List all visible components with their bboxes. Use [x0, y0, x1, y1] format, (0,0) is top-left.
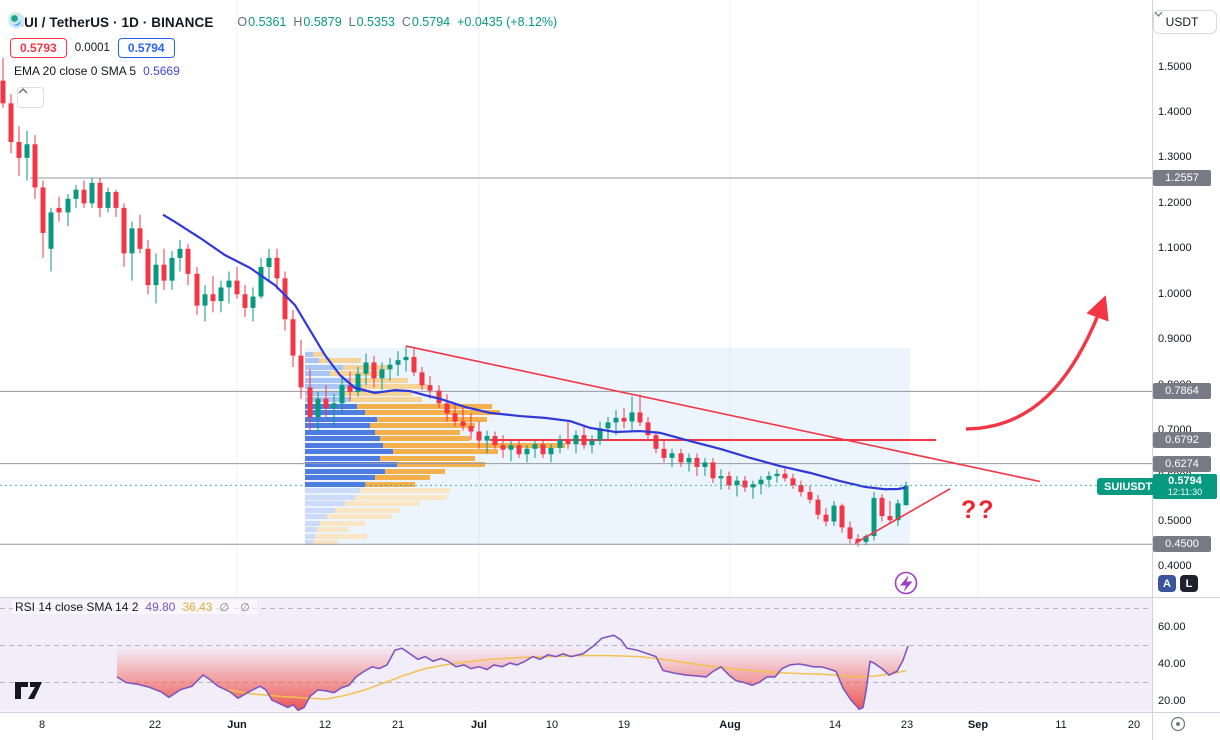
price-line-label: 0.7864 — [1153, 383, 1211, 400]
ema-legend[interactable]: EMA 20 close 0 SMA 5 0.5669 — [14, 64, 180, 78]
price-line-label: 0.6274 — [1153, 455, 1211, 472]
price-line-label: 1.2557 — [1153, 170, 1211, 187]
symbol-price-flag: SUIUSDT — [1097, 478, 1160, 495]
time-label: 14 — [828, 719, 842, 731]
candlestick-series[interactable] — [0, 57, 909, 547]
time-label: 12 — [318, 719, 332, 731]
price-tick: 0.5000 — [1158, 515, 1192, 527]
time-label: 23 — [900, 719, 914, 731]
time-label: 21 — [391, 719, 405, 731]
symbol-flag-text: SUIUSDT — [1104, 480, 1153, 493]
flash-drawing-icon[interactable] — [894, 571, 918, 595]
price-tick: 0.9000 — [1158, 333, 1192, 346]
question-marks-annotation[interactable]: ?? — [961, 496, 996, 524]
current-price-label: 0.5794 12:11:30 — [1153, 474, 1217, 499]
ema-line[interactable] — [162, 213, 907, 491]
curved-arrow-drawing[interactable] — [965, 295, 1109, 431]
ema-legend-value: 0.5669 — [143, 64, 180, 78]
time-label: Sep — [967, 719, 989, 731]
time-label: 11 — [1055, 719, 1067, 731]
time-label: 8 — [38, 719, 46, 731]
bar-countdown: 12:11:30 — [1167, 486, 1203, 497]
rsi-tick: 20.00 — [1158, 694, 1186, 707]
collapse-legend-button[interactable] — [17, 87, 44, 108]
logs-button[interactable]: L — [1180, 575, 1198, 592]
rsi-line[interactable] — [116, 634, 909, 712]
time-label: 22 — [148, 719, 162, 731]
price-tick: 1.0000 — [1158, 287, 1192, 300]
rsi-legend[interactable]: RSI 14 close SMA 14 2 49.80 36.43 ∅ ∅ — [12, 600, 257, 614]
trend-line-2[interactable] — [854, 488, 951, 545]
ohlc-item: O0.5361 — [237, 15, 287, 29]
current-price-value: 0.5794 — [1168, 474, 1202, 487]
price-tick: 1.2000 — [1158, 196, 1192, 209]
bid-ask-row: 0.5793 0.0001 0.5794 — [10, 38, 175, 58]
price-line-label: 0.6792 — [1153, 432, 1211, 449]
time-label: Aug — [719, 719, 741, 731]
alerts-button[interactable]: A — [1158, 575, 1176, 592]
rsi-tick: 40.00 — [1158, 657, 1186, 670]
rsi-sma-line[interactable] — [227, 654, 907, 700]
price-tick: 1.5000 — [1158, 60, 1192, 73]
chart-legend-header: SUI / TetherUS · 1D · BINANCE O0.5361 H0.… — [8, 12, 557, 32]
time-label: Jul — [471, 719, 487, 731]
buy-button[interactable]: 0.5794 — [117, 38, 175, 58]
time-label: Jun — [227, 719, 247, 731]
time-label: 10 — [545, 719, 559, 731]
price-tick: 1.1000 — [1158, 242, 1192, 255]
rsi-tick: 60.00 — [1158, 620, 1186, 633]
rsi-legend-label: RSI 14 close SMA 14 2 — [15, 600, 139, 614]
ohlc-values: O0.5361 H0.5879 L0.5353 C0.5794 — [237, 15, 450, 29]
price-tick: 0.4000 — [1158, 560, 1192, 573]
ohlc-item: L0.5353 — [348, 15, 395, 29]
sell-button[interactable]: 0.5793 — [10, 38, 67, 58]
currency-dropdown[interactable]: USDT — [1153, 10, 1217, 34]
price-change: +0.0435 (+8.12%) — [457, 15, 558, 29]
trend-line-1[interactable] — [405, 345, 1041, 483]
currency-label: USDT — [1165, 15, 1199, 29]
time-label: 20 — [1127, 719, 1141, 731]
price-tick: 1.3000 — [1158, 151, 1192, 164]
time-label: 19 — [617, 719, 631, 731]
rsi-legend-icons: ∅ ∅ — [219, 601, 254, 614]
rsi-sma-value: 36.43 — [182, 600, 213, 614]
spread-value: 0.0001 — [74, 42, 110, 54]
rsi-value: 49.80 — [145, 600, 176, 614]
volume-profile — [305, 352, 565, 545]
price-tick: 1.4000 — [1158, 105, 1192, 118]
ohlc-item: C0.5794 — [401, 15, 451, 29]
price-line-label: 0.4500 — [1153, 536, 1211, 553]
ema-legend-label: EMA 20 close 0 SMA 5 — [14, 64, 137, 78]
ohlc-item: H0.5879 — [293, 15, 342, 29]
symbol-title[interactable]: SUI / TetherUS · 1D · BINANCE — [15, 14, 214, 30]
